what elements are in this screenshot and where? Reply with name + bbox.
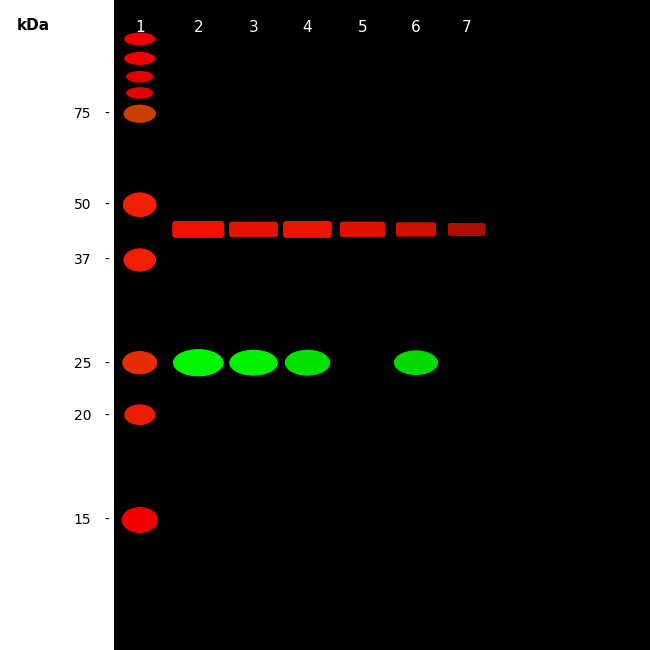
FancyBboxPatch shape [340,222,385,237]
Text: kDa: kDa [16,18,49,33]
Ellipse shape [124,32,155,46]
Ellipse shape [229,350,278,376]
FancyBboxPatch shape [448,223,486,236]
Text: 3: 3 [248,20,259,34]
FancyBboxPatch shape [283,221,332,238]
Ellipse shape [124,404,155,425]
Bar [0,0,114,650]
Ellipse shape [124,52,155,65]
Bar [114,0,650,650]
Ellipse shape [173,349,224,376]
Ellipse shape [124,105,156,123]
Text: -: - [104,198,109,212]
Text: 50: 50 [73,198,91,212]
Ellipse shape [126,87,153,99]
Text: 15: 15 [73,513,91,527]
Ellipse shape [285,350,330,376]
Text: 4: 4 [303,20,312,34]
Text: -: - [104,409,109,423]
FancyBboxPatch shape [172,221,224,238]
Text: -: - [104,357,109,371]
Ellipse shape [124,248,156,272]
Text: 1: 1 [135,20,144,34]
Text: 75: 75 [73,107,91,121]
Ellipse shape [394,350,438,375]
Text: 37: 37 [73,253,91,267]
Text: 20: 20 [73,409,91,423]
Text: -: - [104,513,109,527]
Text: 2: 2 [194,20,203,34]
FancyBboxPatch shape [396,222,436,237]
Text: -: - [104,253,109,267]
Text: 5: 5 [358,20,367,34]
Text: -: - [104,107,109,121]
Ellipse shape [126,71,153,83]
FancyBboxPatch shape [229,222,278,237]
Ellipse shape [123,192,157,217]
Text: 6: 6 [411,20,421,34]
Ellipse shape [122,507,158,533]
Text: 7: 7 [462,20,471,34]
Ellipse shape [122,351,157,374]
Text: 25: 25 [73,357,91,371]
